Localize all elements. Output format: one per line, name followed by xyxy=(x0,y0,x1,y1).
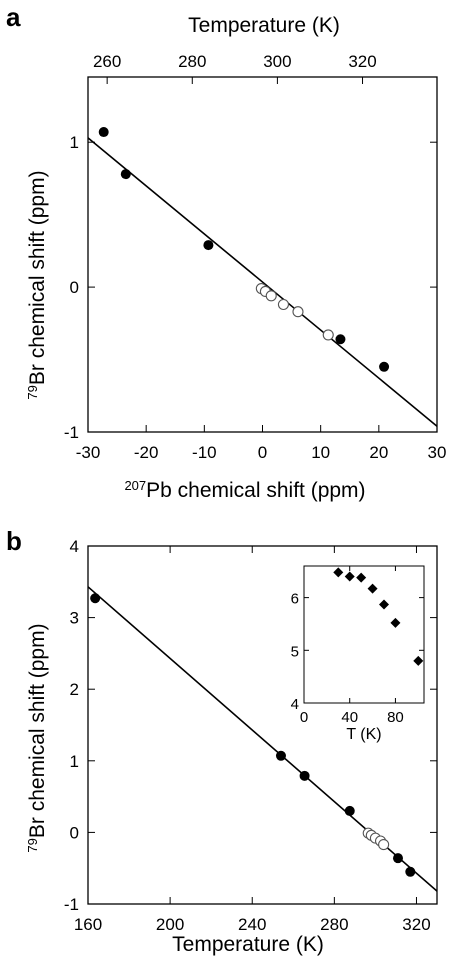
a-x-tick-label: 0 xyxy=(258,443,267,462)
b-data-point-filled-circle xyxy=(392,853,403,864)
inset-x-tick-label: 0 xyxy=(300,709,308,726)
x-axis-title-a: 207Pb chemical shift (ppm) xyxy=(124,478,365,503)
x-axis-title-b: Temperature (K) xyxy=(172,933,324,956)
inset-y-tick-label: 4 xyxy=(291,696,299,713)
a-y-tick-label: -1 xyxy=(64,423,79,442)
inset-data-point-filled-diamond xyxy=(344,571,355,582)
y-axis-title-sup-b: 79 xyxy=(25,838,40,852)
a-top-x-tick-label: 260 xyxy=(93,52,121,71)
inset-plot-frame xyxy=(303,565,425,704)
inset-data-point-filled-diamond xyxy=(333,567,344,578)
b-y-tick-label: 4 xyxy=(70,537,79,556)
b-data-point-filled-circle xyxy=(344,805,355,816)
a-data-point-filled-circle xyxy=(120,169,131,180)
a-data-point-filled-circle xyxy=(203,240,214,251)
panel-label-a: a xyxy=(6,2,21,32)
b-data-point-open-circle xyxy=(378,839,390,851)
a-x-tick-label: 30 xyxy=(428,443,447,462)
b-y-tick-label: 0 xyxy=(70,823,79,842)
b-y-tick-label: 1 xyxy=(70,752,79,771)
a-fit-line xyxy=(87,137,438,427)
inset-data-point-filled-diamond xyxy=(367,583,378,594)
b-data-point-filled-circle xyxy=(275,750,286,761)
panel-label-b: b xyxy=(6,526,22,556)
inset-y-tick-label: 6 xyxy=(291,591,299,608)
a-x-tick-label: 20 xyxy=(369,443,388,462)
b-x-tick-label: 200 xyxy=(156,915,184,934)
b-x-tick-label: 280 xyxy=(320,915,348,934)
inset-x-tick-label: 80 xyxy=(387,709,404,726)
a-data-point-open-circle xyxy=(277,298,289,311)
b-data-point-filled-circle xyxy=(299,770,310,781)
top-axis-title: Temperature (K) xyxy=(188,14,340,37)
a-top-x-tick-label: 300 xyxy=(263,52,291,71)
y-axis-title-sup-a: 79 xyxy=(25,385,40,399)
a-x-tick-label: -10 xyxy=(192,443,217,462)
inset-data-point-filled-diamond xyxy=(390,617,401,628)
b-x-tick-label: 240 xyxy=(238,915,266,934)
a-x-tick-label: -30 xyxy=(76,443,101,462)
b-x-tick-label: 320 xyxy=(402,915,430,934)
b-data-point-filled-circle xyxy=(90,593,101,604)
inset-background xyxy=(304,566,424,703)
a-top-x-tick-label: 280 xyxy=(178,52,206,71)
a-data-point-open-circle xyxy=(265,290,277,302)
y-axis-title-b: 79Br chemical shift (ppm) xyxy=(25,623,50,852)
b-y-tick-label: -1 xyxy=(64,895,79,914)
inset-data-point-filled-diamond xyxy=(413,655,424,666)
panel-b: b Temperature (K) 79Br chemical shift (p… xyxy=(6,526,438,956)
b-y-tick-label: 2 xyxy=(70,680,79,699)
y-axis-title-main-b: Br chemical shift (ppm) xyxy=(26,623,49,838)
a-top-x-tick-label: 320 xyxy=(348,52,376,71)
x-axis-title-main-a: Pb chemical shift (ppm) xyxy=(146,479,365,502)
inset-chart: 0 40 80 4 5 6 T (K) xyxy=(291,565,425,743)
a-data-point-open-circle xyxy=(292,306,304,318)
inset-y-tick-label: 5 xyxy=(291,643,299,660)
a-plot-frame xyxy=(87,76,438,433)
a-data-point-filled-circle xyxy=(98,127,109,138)
b-data-point-filled-circle xyxy=(405,866,416,877)
x-axis-title-sup-a: 207 xyxy=(124,478,146,493)
inset-data-point-filled-diamond xyxy=(379,599,389,610)
b-plot-frame xyxy=(87,545,438,905)
a-data-point-filled-circle xyxy=(379,361,390,372)
a-y-tick-label: 0 xyxy=(70,278,79,297)
panel-a: a Temperature (K) 207Pb chemical shift (… xyxy=(6,2,446,502)
b-y-tick-label: 3 xyxy=(70,609,79,628)
y-axis-title-main-a: Br chemical shift (ppm) xyxy=(26,170,49,385)
a-x-tick-label: -20 xyxy=(134,443,159,462)
a-x-tick-label: 10 xyxy=(311,443,330,462)
inset-data-point-filled-diamond xyxy=(356,572,367,583)
y-axis-title-a: 79Br chemical shift (ppm) xyxy=(25,170,50,399)
inset-x-tick-label: 40 xyxy=(341,709,358,726)
inset-x-axis-title: T (K) xyxy=(346,726,381,743)
a-data-point-filled-circle xyxy=(335,334,346,345)
b-x-tick-label: 160 xyxy=(74,915,102,934)
a-y-tick-label: 1 xyxy=(70,133,79,152)
a-data-point-open-circle xyxy=(322,329,334,341)
